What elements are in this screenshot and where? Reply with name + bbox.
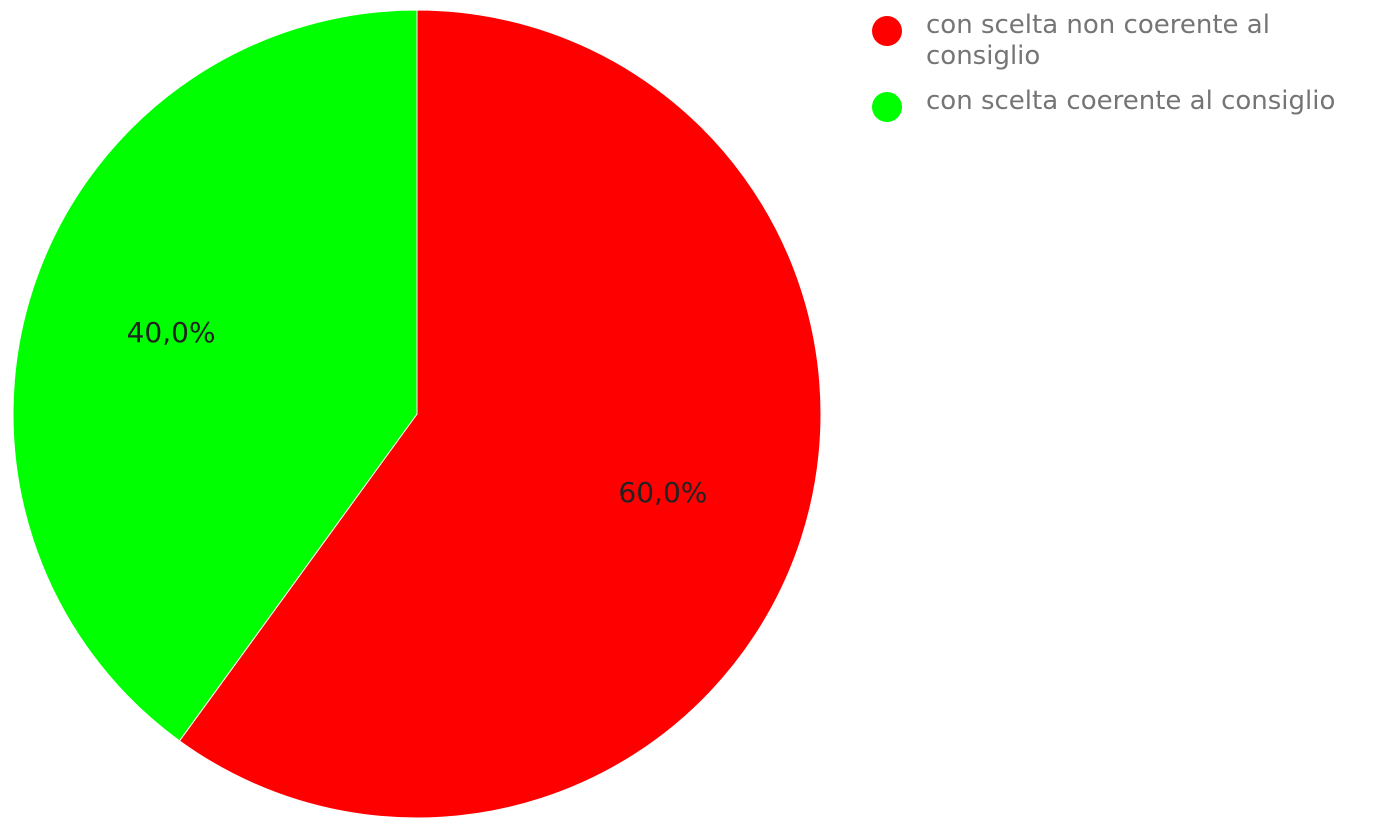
legend: con scelta non coerente al consiglio con… [872, 10, 1372, 136]
legend-label: con scelta non coerente al consiglio [926, 10, 1270, 71]
legend-swatch-green [872, 92, 902, 122]
legend-item-non-coherent: con scelta non coerente al consiglio [872, 10, 1372, 72]
pie-slice-1 [12, 9, 418, 742]
slice-value-label-1: 40,0% [127, 316, 216, 349]
pie-slice-0 [178, 9, 822, 819]
legend-item-coherent: con scelta coerente al consiglio [872, 86, 1372, 122]
legend-swatch-red [872, 16, 902, 46]
legend-label: con scelta coerente al consiglio [926, 86, 1336, 116]
slice-value-label-0: 60,0% [618, 476, 707, 509]
